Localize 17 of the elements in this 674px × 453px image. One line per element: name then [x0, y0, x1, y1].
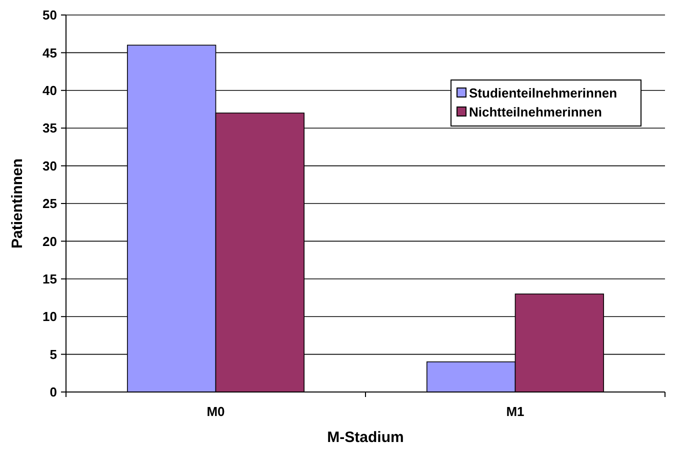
y-axis-title: Patientinnen — [9, 158, 26, 249]
y-tick-label: 15 — [42, 271, 57, 286]
y-tick-label: 30 — [42, 158, 57, 174]
x-tick-label: M1 — [506, 404, 524, 419]
y-tick-label: 10 — [42, 309, 57, 324]
y-tick-label: 5 — [50, 346, 57, 362]
y-tick-label: 20 — [42, 234, 57, 249]
y-tick-label: 45 — [42, 45, 57, 60]
x-tick-label: M0 — [206, 404, 225, 419]
legend-label: Nichtteilnehmerinnen — [469, 104, 602, 120]
legend-label: Studienteilnehmerinnen — [469, 86, 618, 101]
y-tick-label: 25 — [42, 196, 57, 212]
y-tick-label: 40 — [42, 82, 57, 98]
y-tick-label: 0 — [50, 384, 57, 400]
y-tick-label: 50 — [42, 8, 57, 23]
y-tick-label: 35 — [42, 120, 57, 136]
x-axis-title: M-Stadium — [327, 429, 404, 446]
